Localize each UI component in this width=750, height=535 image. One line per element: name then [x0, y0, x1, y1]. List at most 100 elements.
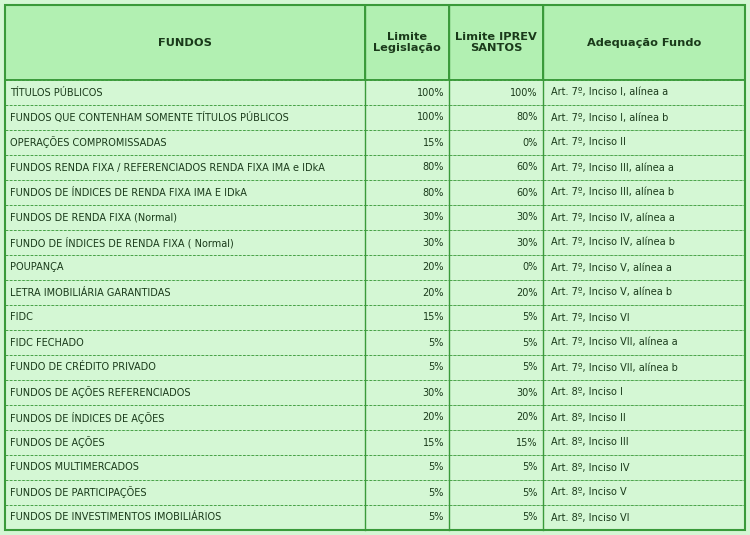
Text: FUNDOS DE AÇÕES: FUNDOS DE AÇÕES	[10, 437, 104, 448]
Bar	[543, 455, 745, 480]
Bar	[5, 505, 365, 530]
Text: FUNDOS QUE CONTENHAM SOMENTE TÍTULOS PÚBLICOS: FUNDOS QUE CONTENHAM SOMENTE TÍTULOS PÚB…	[10, 112, 289, 123]
Bar	[5, 380, 365, 405]
Text: 60%: 60%	[516, 187, 538, 197]
Bar	[5, 305, 365, 330]
Bar	[5, 130, 365, 155]
Text: Art. 7º, Inciso I, alínea a: Art. 7º, Inciso I, alínea a	[550, 88, 668, 97]
Bar	[449, 430, 543, 455]
Text: Art. 7º, Inciso V, alínea a: Art. 7º, Inciso V, alínea a	[550, 263, 671, 272]
Bar	[5, 80, 365, 105]
Bar	[365, 480, 449, 505]
Bar	[543, 155, 745, 180]
Bar	[543, 105, 745, 130]
Text: Art. 8º, Inciso II: Art. 8º, Inciso II	[550, 412, 626, 423]
Bar	[365, 5, 449, 80]
Bar	[5, 105, 365, 130]
Text: FUNDOS DE ÍNDICES DE AÇÕES: FUNDOS DE ÍNDICES DE AÇÕES	[10, 411, 164, 424]
Bar	[5, 280, 365, 305]
Text: 20%: 20%	[516, 287, 538, 297]
Bar	[5, 180, 365, 205]
Text: 15%: 15%	[516, 438, 538, 447]
Bar	[365, 255, 449, 280]
Bar	[543, 355, 745, 380]
Text: FUNDOS DE PARTICIPAÇÕES: FUNDOS DE PARTICIPAÇÕES	[10, 486, 146, 499]
Text: 15%: 15%	[422, 438, 444, 447]
Bar	[365, 505, 449, 530]
Bar	[5, 405, 365, 430]
Text: 80%: 80%	[423, 163, 444, 172]
Bar	[543, 255, 745, 280]
Text: TÍTULOS PÚBLICOS: TÍTULOS PÚBLICOS	[10, 88, 103, 97]
Bar	[365, 455, 449, 480]
Text: Limite IPREV
SANTOS: Limite IPREV SANTOS	[455, 32, 537, 54]
Text: FUNDO DE CRÉDITO PRIVADO: FUNDO DE CRÉDITO PRIVADO	[10, 363, 156, 372]
Bar	[449, 205, 543, 230]
Text: OPERAÇÕES COMPROMISSADAS: OPERAÇÕES COMPROMISSADAS	[10, 136, 166, 148]
Text: Limite
Legislação: Limite Legislação	[374, 32, 441, 54]
Text: Art. 8º, Inciso IV: Art. 8º, Inciso IV	[550, 462, 629, 472]
Bar	[449, 380, 543, 405]
Text: Art. 7º, Inciso VII, alínea b: Art. 7º, Inciso VII, alínea b	[550, 363, 677, 372]
Bar	[449, 130, 543, 155]
Text: 30%: 30%	[516, 212, 538, 223]
Bar	[543, 130, 745, 155]
Bar	[5, 255, 365, 280]
Text: 20%: 20%	[422, 263, 444, 272]
Text: FUNDOS DE ÍNDICES DE RENDA FIXA IMA E IDkA: FUNDOS DE ÍNDICES DE RENDA FIXA IMA E ID…	[10, 187, 247, 197]
Text: Art. 7º, Inciso II: Art. 7º, Inciso II	[550, 137, 626, 148]
Bar	[543, 480, 745, 505]
Text: 5%: 5%	[429, 338, 444, 348]
Text: 30%: 30%	[423, 387, 444, 398]
Text: POUPANÇA: POUPANÇA	[10, 263, 64, 272]
Text: Art. 7º, Inciso I, alínea b: Art. 7º, Inciso I, alínea b	[550, 112, 668, 123]
Text: 5%: 5%	[429, 487, 444, 498]
Bar	[5, 480, 365, 505]
Text: 5%: 5%	[522, 338, 538, 348]
Text: FUNDOS: FUNDOS	[158, 37, 212, 48]
Text: 100%: 100%	[416, 88, 444, 97]
Bar	[365, 205, 449, 230]
Text: Art. 7º, Inciso VI: Art. 7º, Inciso VI	[550, 312, 629, 323]
Bar	[365, 305, 449, 330]
Bar	[449, 5, 543, 80]
Bar	[449, 155, 543, 180]
Bar	[543, 280, 745, 305]
Bar	[543, 430, 745, 455]
Text: 30%: 30%	[516, 387, 538, 398]
Text: 15%: 15%	[422, 137, 444, 148]
Bar	[365, 380, 449, 405]
Bar	[543, 305, 745, 330]
Bar	[449, 180, 543, 205]
Bar	[5, 455, 365, 480]
Text: 0%: 0%	[523, 263, 538, 272]
Bar	[365, 105, 449, 130]
Text: 100%: 100%	[510, 88, 538, 97]
Bar	[543, 5, 745, 80]
Bar	[449, 330, 543, 355]
Text: FUNDOS RENDA FIXA / REFERENCIADOS RENDA FIXA IMA e IDkA: FUNDOS RENDA FIXA / REFERENCIADOS RENDA …	[10, 163, 325, 172]
Text: Art. 8º, Inciso VI: Art. 8º, Inciso VI	[550, 513, 629, 523]
Text: 5%: 5%	[522, 363, 538, 372]
Text: FIDC FECHADO: FIDC FECHADO	[10, 338, 84, 348]
Text: 5%: 5%	[429, 513, 444, 523]
Text: Art. 7º, Inciso IV, alínea a: Art. 7º, Inciso IV, alínea a	[550, 212, 674, 223]
Bar	[365, 80, 449, 105]
Bar	[5, 330, 365, 355]
Bar	[5, 5, 365, 80]
Bar	[5, 355, 365, 380]
Text: 5%: 5%	[522, 487, 538, 498]
Text: 5%: 5%	[429, 363, 444, 372]
Text: FIDC: FIDC	[10, 312, 33, 323]
Bar	[365, 280, 449, 305]
Bar	[365, 130, 449, 155]
Text: LETRA IMOBILIÁRIA GARANTIDAS: LETRA IMOBILIÁRIA GARANTIDAS	[10, 287, 170, 297]
Bar	[5, 205, 365, 230]
Bar	[449, 305, 543, 330]
Bar	[543, 505, 745, 530]
Text: Art. 7º, Inciso III, alínea b: Art. 7º, Inciso III, alínea b	[550, 187, 674, 197]
Text: 5%: 5%	[522, 513, 538, 523]
Bar	[449, 405, 543, 430]
Text: 15%: 15%	[422, 312, 444, 323]
Text: Art. 8º, Inciso V: Art. 8º, Inciso V	[550, 487, 626, 498]
